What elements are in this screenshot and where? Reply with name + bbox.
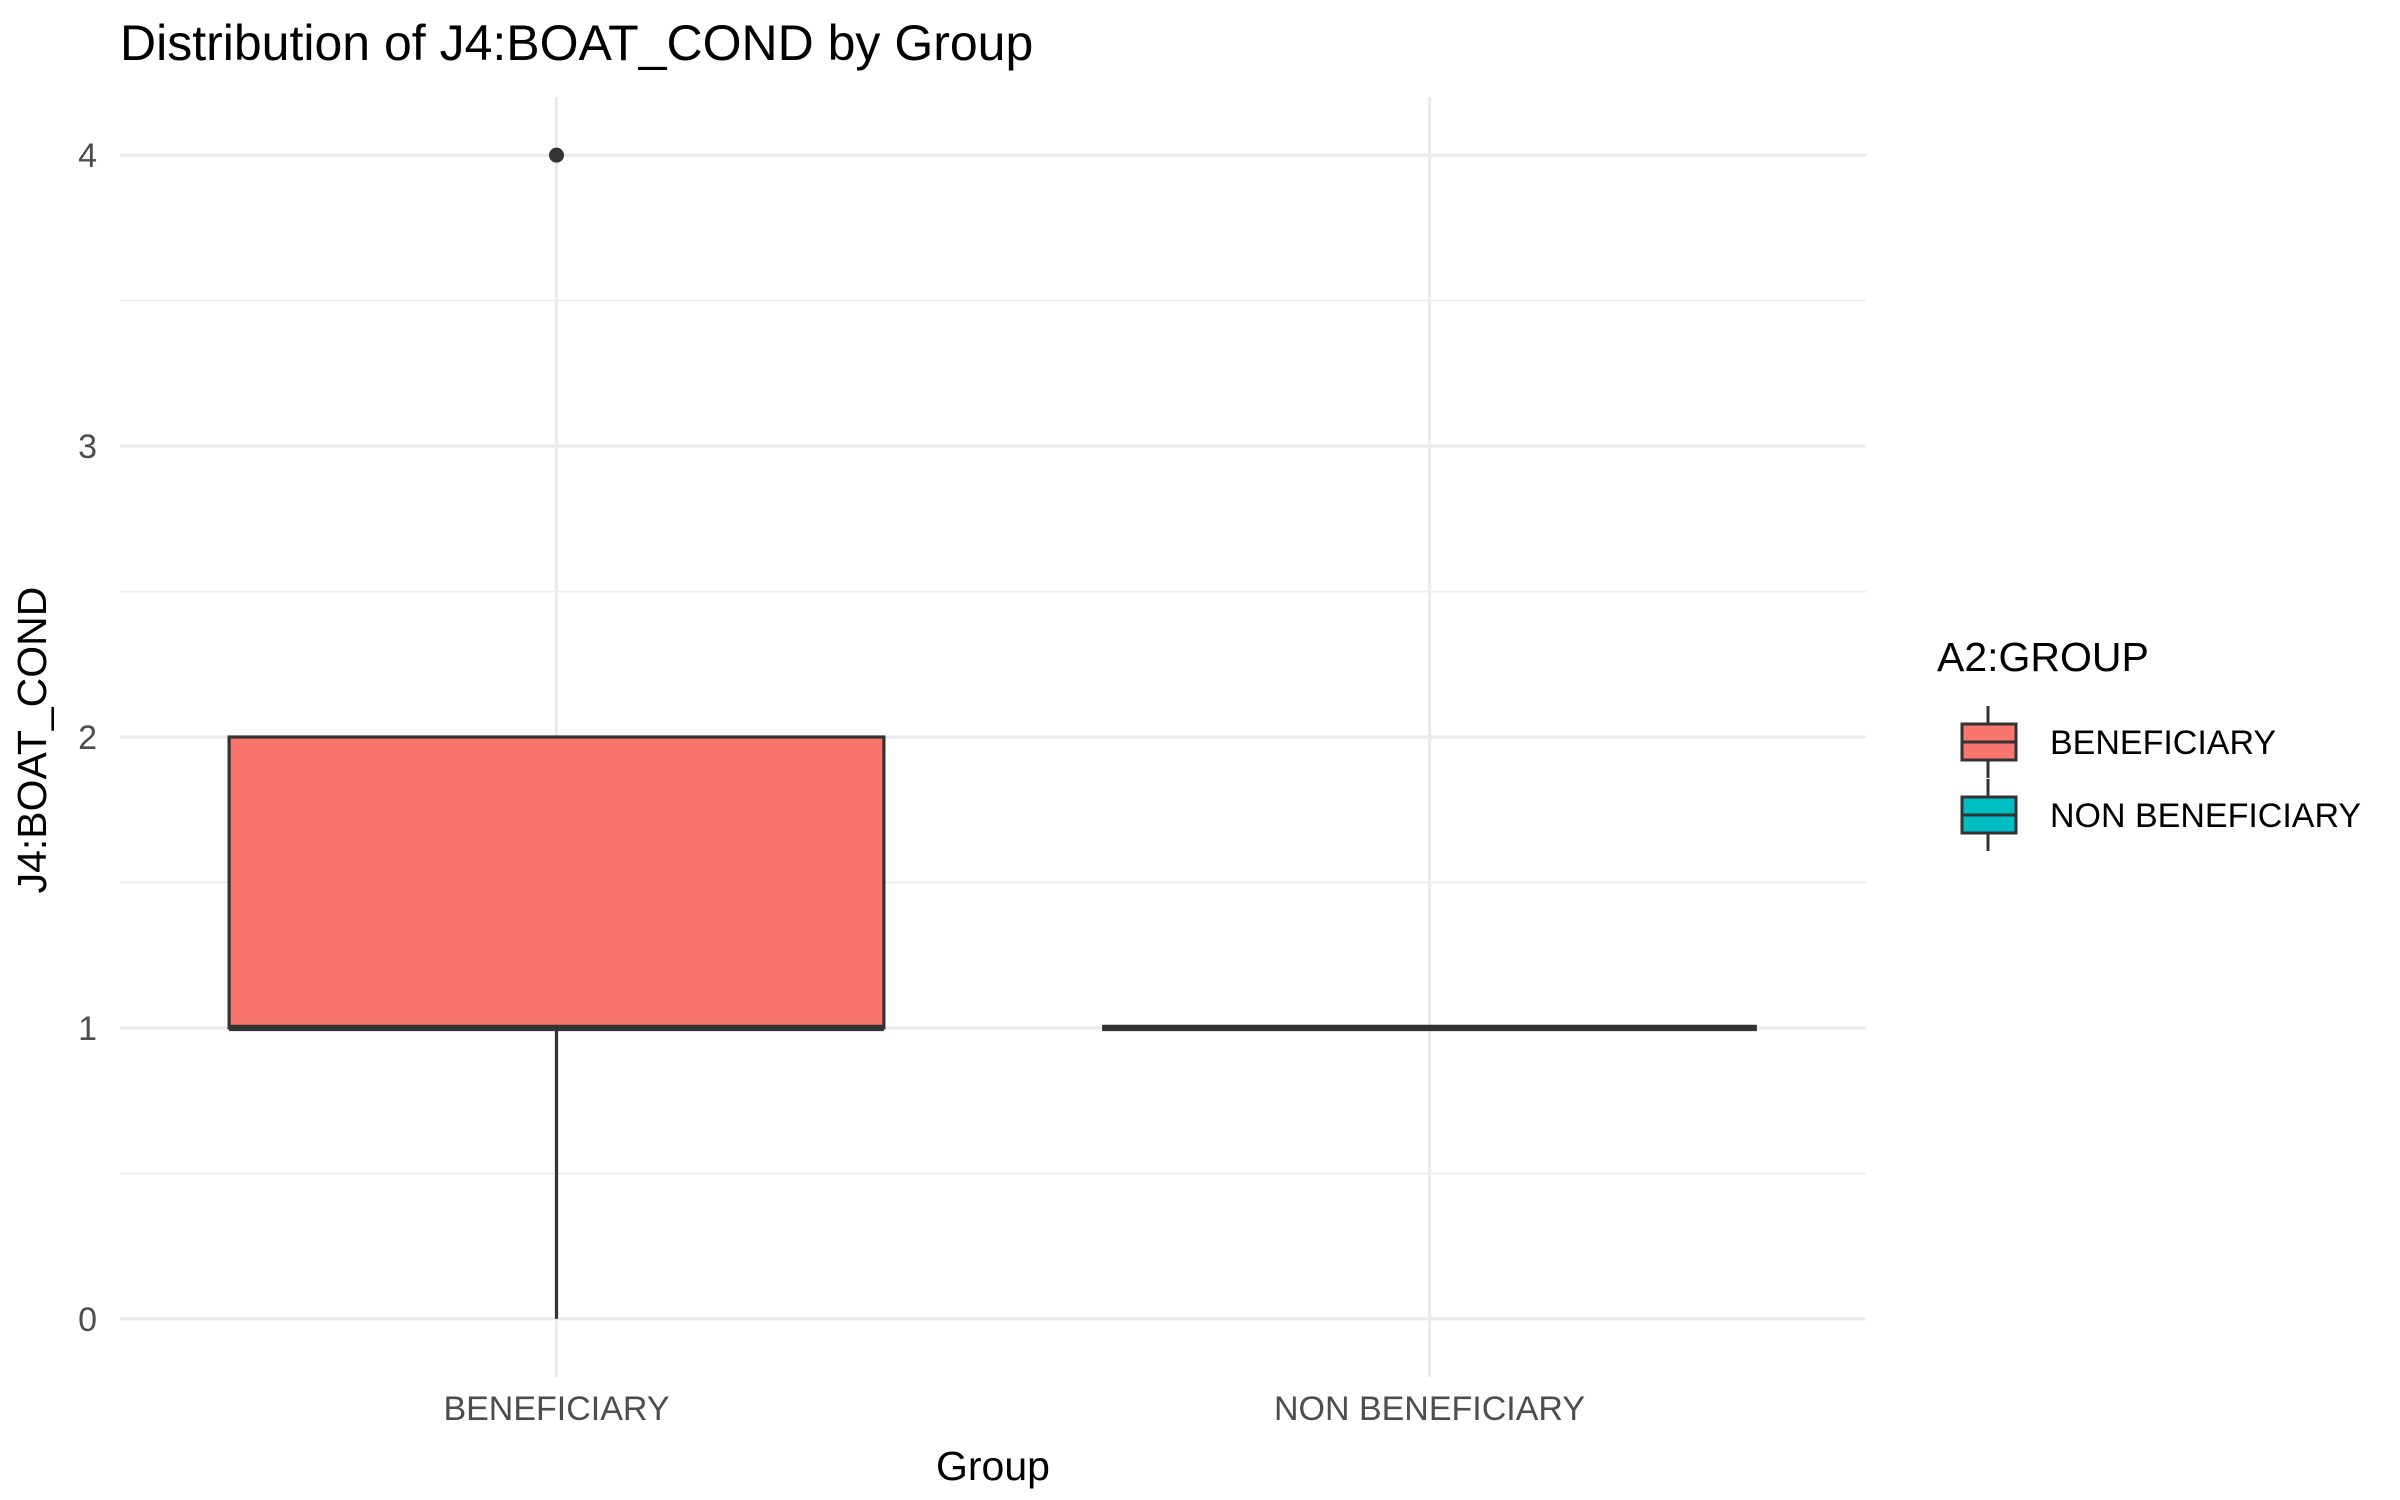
y-tick-label: 2: [78, 719, 97, 757]
x-axis-title: Group: [936, 1443, 1050, 1489]
legend-key: [1960, 706, 2018, 778]
box-beneficiary: [227, 147, 886, 1319]
y-tick-label: 0: [78, 1301, 97, 1339]
boxes: [227, 147, 1757, 1319]
y-tick-label: 4: [78, 137, 97, 175]
legend: A2:GROUP BENEFICIARY NON BENEFICIARY: [1937, 634, 2361, 851]
y-axis-title: J4:BOAT_COND: [9, 587, 55, 894]
legend-label: BENEFICIARY: [2050, 724, 2276, 762]
box-iqr: [227, 735, 886, 1030]
legend-key: [1960, 779, 2018, 851]
y-tick-label: 3: [78, 428, 97, 466]
chart-title: Distribution of J4:BOAT_COND by Group: [120, 15, 1033, 71]
y-axis-ticks: 0 1 2 3 4: [78, 137, 97, 1339]
legend-title: A2:GROUP: [1937, 634, 2149, 680]
x-axis-ticks: BENEFICIARY NON BENEFICIARY: [443, 1390, 1585, 1428]
x-tick-label: BENEFICIARY: [443, 1390, 669, 1428]
x-tick-label: NON BENEFICIARY: [1274, 1390, 1585, 1428]
legend-label: NON BENEFICIARY: [2050, 797, 2361, 835]
y-tick-label: 1: [78, 1010, 97, 1048]
outlier-point: [549, 147, 564, 163]
